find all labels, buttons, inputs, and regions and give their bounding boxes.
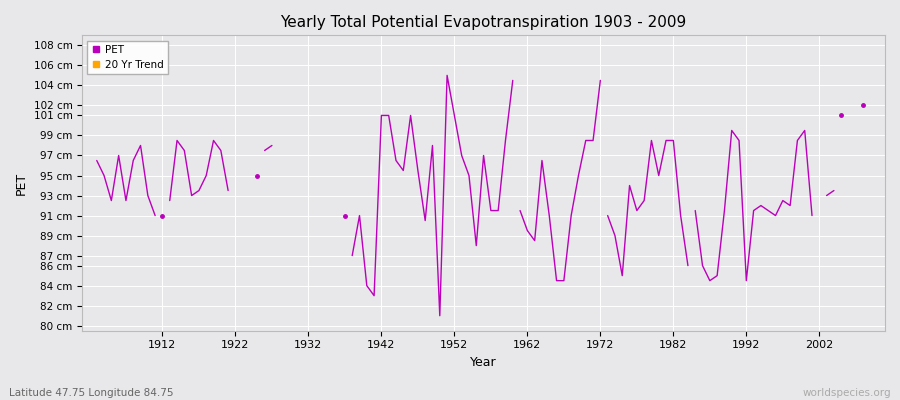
Title: Yearly Total Potential Evapotranspiration 1903 - 2009: Yearly Total Potential Evapotranspiratio… — [281, 15, 687, 30]
Text: Latitude 47.75 Longitude 84.75: Latitude 47.75 Longitude 84.75 — [9, 388, 174, 398]
Text: worldspecies.org: worldspecies.org — [803, 388, 891, 398]
X-axis label: Year: Year — [471, 356, 497, 369]
Legend: PET, 20 Yr Trend: PET, 20 Yr Trend — [87, 40, 168, 74]
Y-axis label: PET: PET — [15, 172, 28, 194]
